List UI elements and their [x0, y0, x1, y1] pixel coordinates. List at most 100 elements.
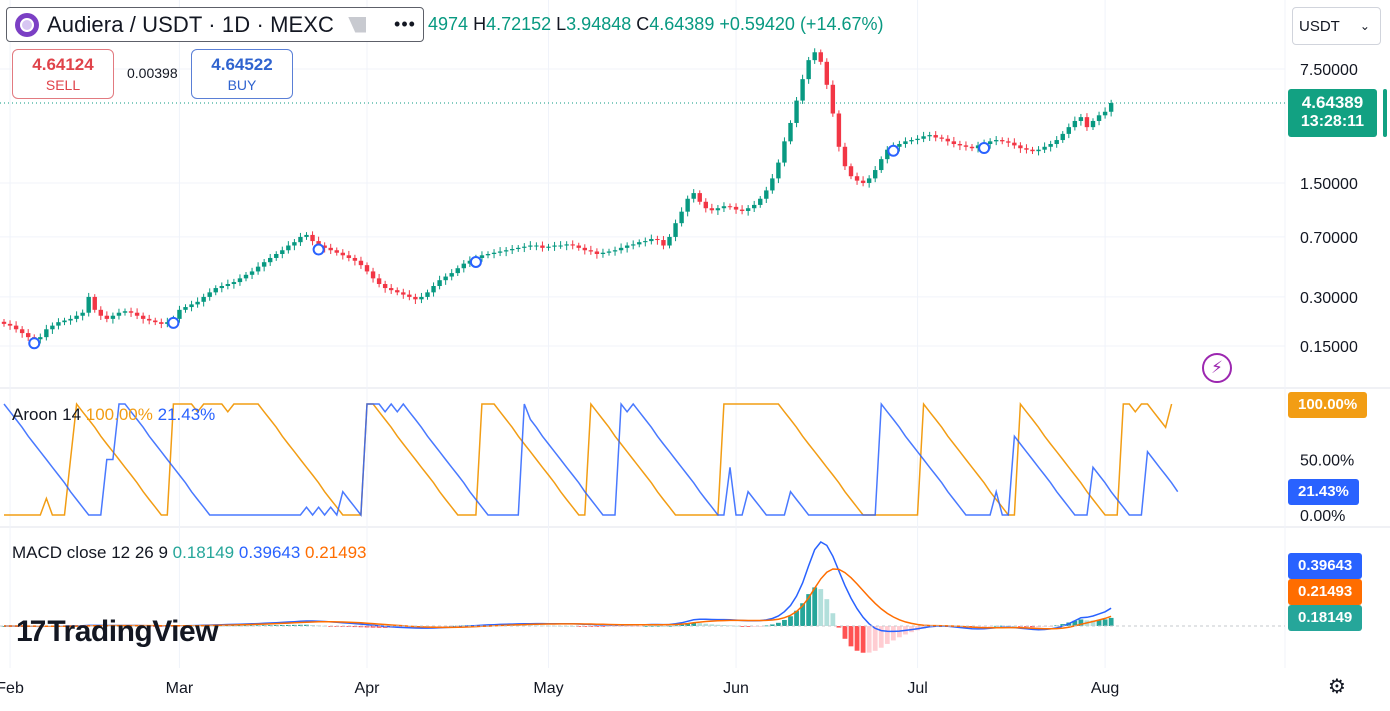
- candle[interactable]: [116, 308, 122, 320]
- candle[interactable]: [237, 274, 243, 286]
- candle[interactable]: [110, 312, 116, 324]
- candle[interactable]: [467, 256, 473, 267]
- candle[interactable]: [516, 245, 521, 252]
- candle[interactable]: [1042, 142, 1047, 154]
- candle[interactable]: [643, 237, 648, 247]
- candle[interactable]: [987, 138, 993, 149]
- candle[interactable]: [612, 246, 618, 256]
- candle[interactable]: [1012, 138, 1017, 149]
- candle[interactable]: [455, 265, 460, 276]
- candle[interactable]: [606, 248, 612, 256]
- candle[interactable]: [782, 137, 787, 167]
- candle[interactable]: [159, 318, 164, 329]
- candle[interactable]: [74, 311, 79, 323]
- candle[interactable]: [292, 238, 297, 251]
- candle[interactable]: [806, 56, 811, 84]
- candle[interactable]: [788, 120, 793, 145]
- candle[interactable]: [691, 189, 696, 203]
- candle[interactable]: [679, 207, 684, 227]
- candle[interactable]: [56, 318, 61, 330]
- candle[interactable]: [594, 248, 600, 259]
- candle[interactable]: [860, 176, 866, 187]
- candle[interactable]: [1024, 144, 1029, 154]
- candle[interactable]: [334, 247, 339, 256]
- candle[interactable]: [758, 195, 763, 208]
- candle[interactable]: [189, 300, 194, 312]
- candle[interactable]: [921, 131, 926, 143]
- candle[interactable]: [376, 273, 382, 288]
- candle[interactable]: [994, 136, 999, 146]
- candle[interactable]: [177, 305, 182, 323]
- candle[interactable]: [600, 248, 606, 258]
- candle[interactable]: [1108, 99, 1114, 117]
- candle[interactable]: [522, 243, 527, 253]
- candle[interactable]: [1054, 136, 1059, 148]
- candle[interactable]: [534, 242, 539, 251]
- more-horizontal-icon[interactable]: •••: [394, 14, 416, 34]
- symbol-search-box[interactable]: Audiera / USDT · 1D · MEXC •••: [6, 7, 424, 42]
- candle[interactable]: [401, 288, 406, 299]
- candle[interactable]: [7, 320, 13, 330]
- candle[interactable]: [370, 267, 376, 283]
- candle[interactable]: [776, 159, 781, 184]
- candle[interactable]: [92, 294, 97, 313]
- candle[interactable]: [667, 234, 672, 249]
- candle[interactable]: [413, 293, 418, 305]
- event-marker[interactable]: [28, 337, 41, 350]
- buy-button[interactable]: 4.64522 BUY: [191, 49, 293, 99]
- candle[interactable]: [86, 292, 91, 317]
- candle[interactable]: [1072, 116, 1078, 131]
- candle[interactable]: [62, 317, 67, 326]
- candle[interactable]: [153, 317, 158, 326]
- candle[interactable]: [104, 311, 110, 323]
- candle[interactable]: [1102, 107, 1108, 119]
- candle[interactable]: [909, 137, 914, 145]
- candle[interactable]: [183, 304, 188, 313]
- candle[interactable]: [19, 326, 25, 338]
- candle[interactable]: [1078, 113, 1084, 126]
- candle[interactable]: [249, 267, 255, 280]
- candle[interactable]: [885, 146, 890, 164]
- aroon-legend[interactable]: Aroon 14 100.00% 21.43%: [12, 405, 215, 425]
- candle[interactable]: [873, 166, 878, 183]
- candle[interactable]: [485, 251, 491, 259]
- candle[interactable]: [38, 333, 43, 344]
- candle[interactable]: [134, 308, 140, 320]
- candle[interactable]: [1030, 146, 1035, 155]
- candle[interactable]: [812, 48, 817, 64]
- candle[interactable]: [836, 110, 842, 152]
- tradingview-logo[interactable]: 17 TradingView: [16, 615, 219, 649]
- candle[interactable]: [957, 140, 963, 151]
- candle[interactable]: [479, 251, 485, 262]
- candle[interactable]: [963, 141, 969, 151]
- candle[interactable]: [576, 242, 581, 251]
- candle[interactable]: [945, 135, 950, 146]
- candle[interactable]: [261, 258, 267, 272]
- candle[interactable]: [44, 324, 49, 341]
- candle[interactable]: [1, 319, 7, 327]
- candle[interactable]: [661, 236, 666, 250]
- candle[interactable]: [540, 241, 545, 252]
- candle[interactable]: [637, 239, 642, 248]
- candle[interactable]: [298, 232, 303, 246]
- candle[interactable]: [1066, 123, 1071, 139]
- candle[interactable]: [364, 262, 370, 275]
- sell-button[interactable]: 4.64124 SELL: [12, 49, 114, 99]
- candle[interactable]: [389, 284, 394, 294]
- candle[interactable]: [1036, 146, 1041, 156]
- flag-icon[interactable]: [348, 16, 367, 33]
- candle[interactable]: [552, 241, 557, 251]
- candle[interactable]: [975, 141, 981, 153]
- candle[interactable]: [655, 235, 660, 245]
- candle[interactable]: [830, 80, 836, 117]
- candle[interactable]: [219, 282, 224, 293]
- candle[interactable]: [346, 250, 352, 262]
- candle[interactable]: [818, 49, 823, 65]
- event-markers[interactable]: [28, 142, 991, 350]
- candle[interactable]: [721, 202, 727, 212]
- currency-select[interactable]: USDT ⌄: [1292, 7, 1381, 45]
- candle[interactable]: [449, 269, 454, 281]
- candle[interactable]: [352, 254, 358, 266]
- candle[interactable]: [443, 273, 448, 285]
- candle[interactable]: [649, 234, 654, 245]
